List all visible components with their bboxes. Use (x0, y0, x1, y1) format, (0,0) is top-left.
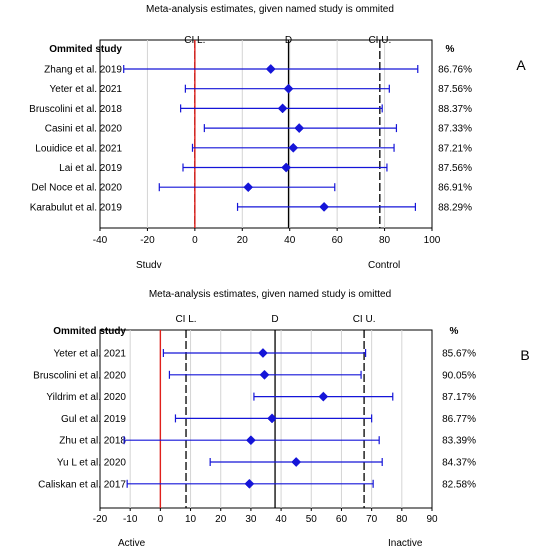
estimate-point (319, 201, 330, 212)
x-tick-label: 60 (336, 514, 348, 525)
x-tick-label: 0 (158, 514, 164, 525)
plot-frame (99, 329, 433, 509)
pooled-estimate-label: D (271, 314, 278, 325)
study-percent: 85.67% (442, 349, 476, 360)
study-column-header: Ommited study (53, 326, 126, 337)
study-name: Casini et al. 2020 (45, 124, 123, 135)
study-percent: 82.58% (442, 479, 476, 490)
x-tick-label: -10 (123, 514, 138, 525)
percent-column-header: % (446, 44, 455, 55)
ci-lower-label: CI L. (175, 314, 196, 325)
right-direction-label: Control (368, 260, 400, 271)
study-percent: 90.05% (442, 370, 476, 381)
x-tick-label: 0 (192, 235, 198, 246)
study-name: Louidice et al. 2021 (35, 143, 122, 154)
estimate-point (283, 83, 294, 94)
x-tick-label: 40 (276, 514, 288, 525)
ci-upper-label: CI U. (368, 35, 391, 46)
study-name: Gul et al. 2019 (61, 414, 126, 425)
study-percent: 86.91% (438, 183, 472, 194)
x-tick-label: 30 (245, 514, 257, 525)
chart-title: Meta-analysis estimates, given named stu… (149, 289, 391, 300)
x-tick-label: 10 (185, 514, 197, 525)
study-percent: 86.77% (442, 414, 476, 425)
x-tick-label: 40 (284, 235, 296, 246)
ci-upper-label: CI U. (353, 314, 376, 325)
x-tick-label: 100 (424, 235, 441, 246)
pooled-estimate-label: D (285, 35, 292, 46)
study-percent: 83.39% (442, 436, 476, 447)
ci-lower-label: CI L. (184, 35, 205, 46)
x-tick-label: -20 (93, 514, 108, 525)
study-column-header: Ommited study (49, 44, 122, 55)
study-percent: 87.56% (438, 163, 472, 174)
estimate-point (265, 64, 276, 74)
left-direction-label: Studv (136, 260, 162, 271)
study-name: Yeter et al. 2021 (54, 349, 127, 360)
study-name: Del Noce et al. 2020 (31, 183, 122, 194)
estimate-point (277, 103, 288, 114)
estimate-point (243, 182, 254, 193)
estimate-point (244, 478, 255, 489)
x-tick-label: 90 (426, 514, 438, 525)
estimate-point (259, 369, 270, 380)
x-tick-label: 60 (332, 235, 344, 246)
study-name: Zhu et al. 2018 (59, 436, 126, 447)
estimate-point (267, 413, 277, 424)
study-name: Yu L et al. 2020 (57, 458, 127, 469)
study-name: Caliskan et al. 2017 (38, 479, 126, 490)
x-tick-label: 20 (237, 235, 249, 246)
left-direction-label: Active (118, 538, 146, 549)
estimate-point (281, 162, 292, 173)
x-tick-label: 50 (306, 514, 318, 525)
study-percent: 84.37% (442, 458, 476, 469)
study-percent: 88.37% (438, 104, 472, 115)
x-tick-label: 80 (379, 235, 391, 246)
study-name: Yeter et al. 2021 (50, 84, 123, 95)
study-name: Bruscolini et al. 2018 (29, 104, 122, 115)
study-name: Lai et al. 2019 (59, 163, 122, 174)
chart-title: Meta-analysis estimates, given named stu… (146, 4, 394, 15)
x-tick-label: 70 (366, 514, 378, 525)
x-tick-label: -20 (140, 235, 155, 246)
study-name: Yildrim et al. 2020 (46, 392, 126, 403)
percent-column-header: % (450, 326, 459, 337)
study-name: Karabulut et al. 2019 (30, 202, 123, 213)
study-percent: 87.21% (438, 143, 472, 154)
estimate-point (294, 123, 305, 134)
study-percent: 87.56% (438, 84, 472, 95)
x-tick-label: 20 (215, 514, 227, 525)
study-name: Zhang et al. 2019 (44, 65, 122, 76)
right-direction-label: Inactive (388, 538, 423, 549)
x-tick-label: -40 (93, 235, 108, 246)
study-name: Bruscolini et al. 2020 (33, 370, 126, 381)
study-percent: 87.17% (442, 392, 476, 403)
estimate-point (318, 391, 329, 402)
study-percent: 88.29% (438, 202, 472, 213)
study-percent: 86.76% (438, 65, 472, 76)
panel-label: B (520, 347, 529, 363)
panel-label: A (516, 57, 526, 73)
x-tick-label: 80 (396, 514, 408, 525)
estimate-point (258, 348, 268, 358)
estimate-point (288, 142, 299, 153)
plot-frame (99, 39, 433, 229)
estimate-point (245, 435, 256, 446)
study-percent: 87.33% (438, 124, 472, 135)
estimate-point (291, 457, 302, 467)
